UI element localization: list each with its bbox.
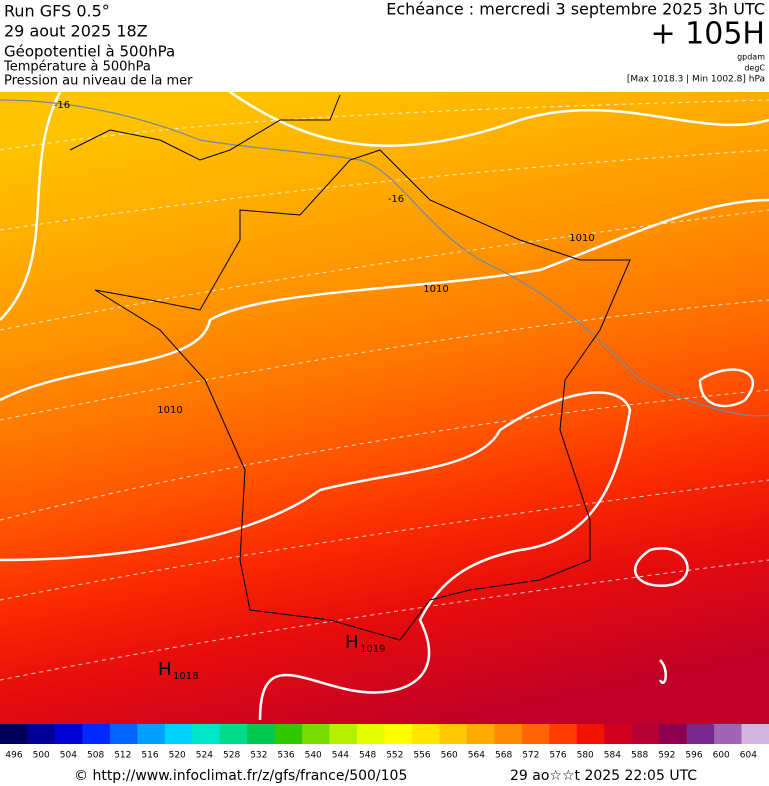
legend-swatch	[192, 724, 221, 744]
legend-tick: 572	[522, 751, 539, 761]
legend-swatch	[521, 724, 550, 744]
legend-tick: 508	[87, 751, 104, 761]
lead-time: + 105H	[651, 17, 766, 52]
legend-swatch	[494, 724, 523, 744]
legend-tick: 580	[577, 751, 594, 761]
legend-swatch	[357, 724, 385, 744]
legend-swatch	[576, 724, 605, 744]
source-url: © http://www.infoclimat.fr/z/gfs/france/…	[74, 768, 407, 784]
legend-swatch	[384, 724, 413, 744]
legend-tick: 576	[549, 751, 566, 761]
field-name: Géopotentiel à 500hPa	[4, 43, 175, 61]
legend-tick: 604	[740, 751, 757, 761]
field-name: Pression au niveau de la mer	[4, 74, 193, 89]
legend-swatch	[604, 724, 633, 744]
legend-tick: 540	[305, 751, 322, 761]
pressure-symbol: H	[158, 659, 172, 680]
legend-swatch	[659, 724, 688, 744]
legend-tick: 596	[685, 751, 702, 761]
pressure-value: 1018	[173, 671, 198, 682]
generated-time: 29 ao☆☆t 2025 22:05 UTC	[510, 768, 697, 784]
legend-bar	[0, 724, 769, 744]
contour-label: -16	[388, 194, 404, 205]
contour-label: -16	[54, 100, 70, 111]
field-name: Température à 500hPa	[3, 60, 151, 75]
legend-swatch	[54, 724, 83, 744]
pressure-range: [Max 1018.3 | Min 1002.8] hPa	[627, 75, 765, 85]
contour-label: 1010	[423, 284, 448, 295]
legend-swatch	[137, 724, 166, 744]
isobars	[0, 90, 769, 721]
legend-swatch	[0, 724, 28, 744]
legend-tick: 536	[277, 751, 294, 761]
legend-swatch	[549, 724, 578, 744]
legend-tick: 532	[250, 751, 267, 761]
legend-tick: 544	[332, 751, 349, 761]
legend-swatch	[466, 724, 495, 744]
legend-tick: 496	[5, 751, 22, 761]
legend-tick: 568	[495, 751, 512, 761]
legend-swatch	[27, 724, 56, 744]
legend-swatch	[329, 724, 358, 744]
legend-tick: 600	[713, 751, 730, 761]
legend-tick: 564	[468, 751, 485, 761]
legend-tick: 504	[60, 751, 77, 761]
legend-tick: 516	[141, 751, 158, 761]
contour-label: 1010	[157, 405, 182, 416]
legend-tick: 524	[196, 751, 213, 761]
legend-tick: 500	[33, 751, 50, 761]
legend-swatch	[109, 724, 138, 744]
pressure-symbol: H	[345, 632, 359, 653]
run: Run GFS 0.5°	[4, 2, 110, 21]
legend-swatch	[219, 724, 248, 744]
coastline	[69, 94, 631, 641]
legend-tick: 548	[359, 751, 376, 761]
contour-label: 1010	[569, 233, 594, 244]
legend-swatch	[686, 724, 715, 744]
legend-swatch	[714, 724, 743, 744]
run-date: 29 aout 2025 18Z	[4, 22, 148, 41]
legend-swatch	[439, 724, 468, 744]
legend-swatch	[164, 724, 193, 744]
legend-tick: 560	[441, 751, 458, 761]
legend-tick: 512	[114, 751, 131, 761]
temperature-isolines	[0, 99, 769, 417]
legend-tick: 528	[223, 751, 240, 761]
legend-swatch	[411, 724, 440, 744]
legend-tick: 552	[386, 751, 403, 761]
unit: degC	[744, 64, 765, 73]
legend-tick: 520	[169, 751, 186, 761]
legend-swatch	[82, 724, 111, 744]
legend-tick: 592	[658, 751, 675, 761]
isotherms	[0, 99, 769, 681]
unit: gpdam	[737, 53, 765, 62]
legend-swatch	[302, 724, 331, 744]
legend-tick: 556	[413, 751, 430, 761]
valid-time: Echéance : mercredi 3 septembre 2025 3h …	[386, 0, 765, 19]
legend-swatch	[631, 724, 660, 744]
temperature-field	[0, 92, 769, 724]
legend-swatch	[274, 724, 303, 744]
legend-swatch	[741, 724, 769, 744]
legend-tick: 584	[604, 751, 621, 761]
legend-swatch	[247, 724, 276, 744]
pressure-value: 1019	[360, 644, 385, 655]
legend-tick: 588	[631, 751, 648, 761]
